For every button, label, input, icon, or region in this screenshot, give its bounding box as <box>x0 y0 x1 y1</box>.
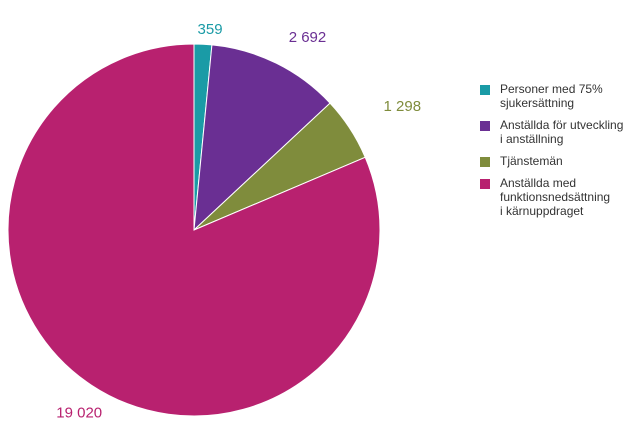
legend-item-funktionsnedsattning: Anställda med funktionsnedsättning i kär… <box>480 176 640 218</box>
data-label-tjansteman: 1 298 <box>384 98 422 115</box>
slice-funktionsnedsattning <box>7 43 381 417</box>
legend-item-utveckling: Anställda för utveckling i anställning <box>480 118 640 146</box>
legend-swatch <box>480 85 490 95</box>
legend-swatch <box>480 121 490 131</box>
legend-swatch <box>480 179 490 189</box>
legend-label: Anställda för utveckling i anställning <box>500 118 624 146</box>
slice-utveckling <box>193 44 331 232</box>
pie-data-labels: 359 2 692 1 298 19 020 <box>56 21 421 421</box>
legend-label: Tjänstemän <box>500 154 563 168</box>
legend-item-tjansteman: Tjänstemän <box>480 154 640 168</box>
legend: Personer med 75% sjukersättning Anställd… <box>480 82 640 226</box>
legend-swatch <box>480 157 490 167</box>
data-label-funktionsnedsattning: 19 020 <box>56 404 102 421</box>
data-label-personer-75: 359 <box>198 21 223 38</box>
legend-item-personer-75: Personer med 75% sjukersättning <box>480 82 640 110</box>
legend-label: Anställda med funktionsnedsättning i kär… <box>500 176 611 218</box>
legend-label: Personer med 75% sjukersättning <box>500 82 603 110</box>
data-label-utveckling: 2 692 <box>289 29 327 46</box>
pie-slices <box>7 43 381 417</box>
